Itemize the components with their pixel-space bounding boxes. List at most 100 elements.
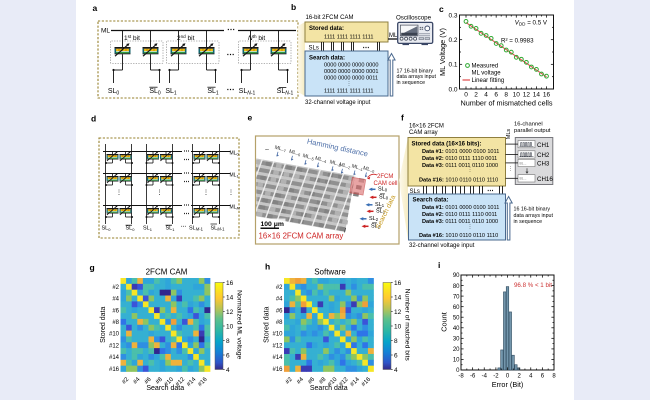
svg-text:c: c	[439, 4, 444, 14]
svg-text:100 μm: 100 μm	[261, 221, 284, 228]
svg-text:CH16: CH16	[537, 176, 553, 183]
svg-text:ML0: ML0	[230, 150, 240, 156]
svg-text:f: f	[401, 113, 404, 123]
svg-text:#12: #12	[338, 376, 350, 388]
svg-text:SLs: SLs	[410, 189, 420, 195]
svg-text:ML–1: ML–1	[351, 163, 365, 172]
svg-text:CAM cell: CAM cell	[374, 181, 398, 187]
svg-text:8: 8	[226, 338, 230, 345]
svg-text:#14: #14	[350, 376, 362, 388]
svg-text:Data #3: 0111 0011 0110 1000: Data #3: 0111 0011 0110 1000	[422, 163, 498, 169]
svg-text:16: 16	[226, 280, 234, 287]
svg-text:⋯: ⋯	[227, 85, 235, 94]
svg-text:4: 4	[226, 367, 230, 374]
svg-text:2: 2	[517, 374, 521, 380]
svg-text:0: 0	[506, 374, 510, 380]
svg-text:⋯: ⋯	[227, 50, 235, 59]
svg-text:4: 4	[394, 367, 398, 374]
svg-text:90: 90	[453, 273, 460, 279]
svg-text:Data #3: 0111 0011 0110 1000: Data #3: 0111 0011 0110 1000	[422, 219, 498, 225]
svg-text:#10: #10	[327, 376, 339, 388]
svg-text:16-channel: 16-channel	[514, 122, 543, 128]
svg-text:#2: #2	[276, 285, 283, 291]
svg-text:∼: ∼	[264, 148, 269, 154]
svg-text:ML voltage: ML voltage	[472, 71, 502, 77]
svg-text:4: 4	[529, 374, 533, 380]
svg-text:#16: #16	[197, 376, 209, 388]
svg-text:0.2: 0.2	[448, 37, 457, 44]
svg-text:1111 1111 1111 1111: 1111 1111 1111 1111	[324, 35, 373, 41]
svg-text:Measured: Measured	[472, 64, 499, 70]
svg-text:SLM-1: SLM-1	[189, 226, 204, 232]
svg-text:-4: -4	[482, 374, 488, 380]
svg-text:96.8 % < 1 bit: 96.8 % < 1 bit	[514, 282, 552, 289]
svg-text:⋯: ⋯	[184, 149, 190, 155]
svg-text:⋮: ⋮	[116, 190, 122, 196]
svg-text:1st bit: 1st bit	[124, 34, 140, 42]
svg-text:ML–4: ML–4	[314, 156, 328, 165]
svg-text:6: 6	[226, 352, 230, 359]
svg-text:SL1: SL1	[166, 226, 176, 233]
svg-text:b: b	[291, 2, 296, 12]
svg-text:#14: #14	[109, 355, 120, 361]
svg-text:#6: #6	[276, 308, 283, 314]
svg-text:parallel output: parallel output	[514, 128, 551, 134]
svg-text:a: a	[93, 3, 98, 13]
svg-text:SLN-1: SLN-1	[239, 88, 256, 96]
svg-text:ML–7: ML–7	[274, 145, 288, 154]
svg-text:ML–6: ML–6	[288, 149, 302, 158]
svg-text:Error (Bit): Error (Bit)	[492, 380, 524, 389]
svg-text:h: h	[265, 262, 270, 272]
svg-text:#14: #14	[272, 355, 283, 361]
svg-text:Linear fitting: Linear fitting	[472, 78, 505, 84]
svg-text:14: 14	[533, 92, 541, 99]
svg-text:40: 40	[453, 326, 460, 332]
svg-text:#2: #2	[285, 376, 294, 385]
svg-text:#8: #8	[112, 320, 119, 326]
svg-text:-8: -8	[458, 374, 464, 380]
svg-text:8: 8	[394, 338, 398, 345]
svg-text:14: 14	[226, 294, 234, 301]
svg-text:Stored data: Stored data	[264, 307, 271, 343]
svg-text:SL0: SL0	[108, 88, 120, 97]
svg-text:6: 6	[394, 352, 398, 359]
svg-text:#10: #10	[109, 332, 120, 338]
svg-text:⋯: ⋯	[184, 203, 190, 209]
svg-text:16×16 2FCM CAM array: 16×16 2FCM CAM array	[259, 232, 344, 241]
svg-text:⋯: ⋯	[184, 180, 190, 186]
svg-text:⋮: ⋮	[508, 167, 514, 173]
svg-text:10: 10	[226, 323, 234, 330]
svg-text:17 16-bit binary: 17 16-bit binary	[397, 69, 434, 75]
svg-text:2nd bit: 2nd bit	[177, 34, 195, 42]
svg-text:⋮: ⋮	[467, 168, 473, 174]
svg-text:0.0: 0.0	[448, 86, 457, 93]
svg-text:20: 20	[453, 347, 460, 353]
svg-text:SL2: SL2	[371, 224, 381, 230]
svg-text:⋮: ⋮	[203, 190, 209, 196]
svg-text:0.3: 0.3	[448, 12, 457, 19]
svg-text:Normalized ML voltage: Normalized ML voltage	[236, 290, 243, 359]
svg-text:#8: #8	[276, 320, 283, 326]
svg-text:⋮: ⋮	[228, 190, 234, 196]
svg-text:SL1: SL1	[143, 226, 153, 233]
svg-text:SL1: SL1	[375, 202, 385, 208]
svg-text:CH1: CH1	[537, 142, 550, 149]
svg-text:data arrays input: data arrays input	[514, 213, 554, 219]
svg-text:Data #2: 0110 0111 1110 0011: Data #2: 0110 0111 1110 0011	[422, 212, 497, 218]
svg-text:12: 12	[523, 92, 531, 99]
svg-text:16 16-bit binary: 16 16-bit binary	[514, 207, 551, 213]
svg-text:⋯: ⋯	[184, 158, 190, 164]
svg-text:32-channel voltage input: 32-channel voltage input	[409, 243, 475, 249]
svg-text:VDD = 0.5 V: VDD = 0.5 V	[515, 19, 548, 26]
svg-text:SL1: SL1	[165, 88, 177, 97]
svg-text:Data #16: 1010 0110 0110 1110: Data #16: 1010 0110 0110 1110	[419, 178, 498, 184]
svg-text:CH2: CH2	[537, 152, 550, 159]
svg-text:⋮: ⋮	[157, 190, 163, 196]
svg-text:Search data: Search data	[310, 385, 348, 392]
svg-text:#2: #2	[112, 285, 119, 291]
svg-text:Search data:: Search data:	[413, 198, 449, 204]
svg-text:SLM-1: SLM-1	[211, 226, 226, 232]
svg-text:Number of mismatched cells: Number of mismatched cells	[460, 99, 552, 108]
svg-text:⋯: ⋯	[181, 225, 187, 231]
svg-text:Data #16: 1010 0110 0110 1110: Data #16: 1010 0110 0110 1110	[419, 233, 498, 239]
